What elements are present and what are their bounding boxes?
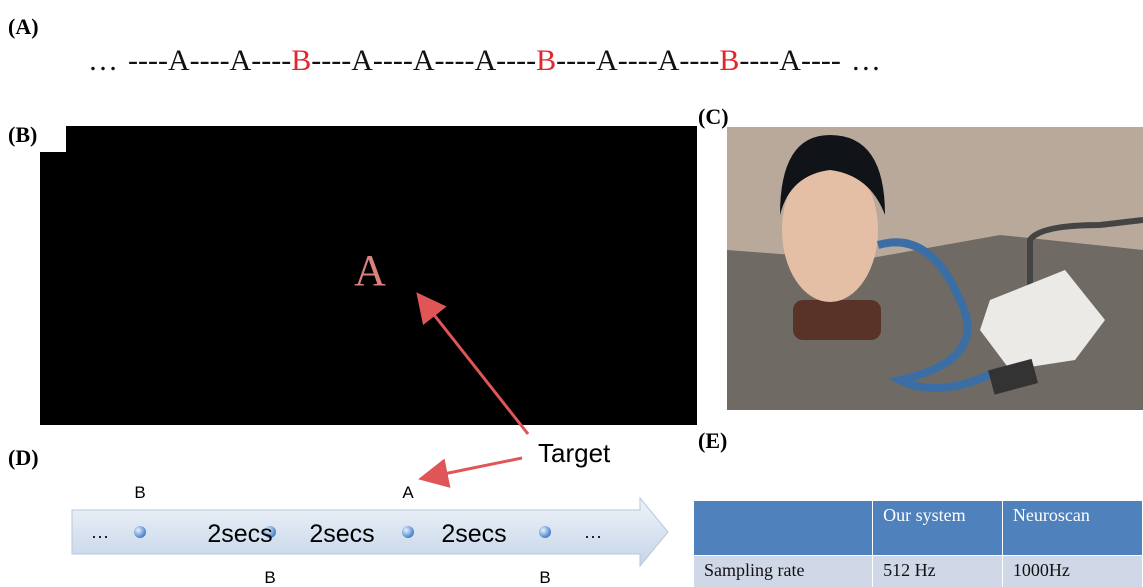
event-label: A bbox=[402, 483, 414, 502]
table-header: Neuroscan bbox=[1002, 501, 1142, 556]
annotation-text: Target bbox=[538, 438, 611, 468]
timeline-item: 2secs bbox=[309, 520, 374, 548]
sequence-segment: B bbox=[536, 44, 556, 77]
sequence-segment: ----A----A---- bbox=[128, 44, 291, 77]
sequence-segment: B bbox=[719, 44, 739, 77]
sequence-segment: ----A---- bbox=[739, 44, 841, 77]
sequence-segment: ----A----A---- bbox=[556, 44, 719, 77]
panel-label: (D) bbox=[8, 445, 39, 471]
annotation-arrow bbox=[424, 458, 522, 478]
figure-graphics: A Target ··· 2secs 2secs 2secs ··· B A B B bbox=[0, 0, 1143, 587]
event-label: B bbox=[134, 483, 145, 502]
timeline-item: ··· bbox=[584, 526, 602, 546]
panel-label: (C) bbox=[698, 104, 729, 130]
panel-label: (E) bbox=[698, 428, 727, 454]
eeg-photo bbox=[727, 127, 1143, 410]
figure: A Target ··· 2secs 2secs 2secs ··· B A B B (A) (… bbox=[0, 0, 1143, 587]
stimulus-sequence: …----A----A----B----A----A----A----B----… bbox=[78, 44, 891, 78]
table-corner bbox=[694, 501, 873, 556]
timeline-item: ··· bbox=[91, 526, 109, 546]
timeline-dot bbox=[539, 526, 551, 538]
timeline-item: 2secs bbox=[441, 520, 506, 548]
event-label: B bbox=[264, 568, 275, 587]
panel-label: (B) bbox=[8, 122, 37, 148]
table-cell: Sampling rate bbox=[694, 556, 873, 587]
table-cell: 512 Hz bbox=[873, 556, 1003, 587]
event-label: B bbox=[539, 568, 550, 587]
table-cell: 1000Hz bbox=[1002, 556, 1142, 587]
sequence-segment: B bbox=[291, 44, 311, 77]
timeline-dot bbox=[402, 526, 414, 538]
table-header: Our system bbox=[873, 501, 1003, 556]
stimulus-letter: A bbox=[354, 246, 386, 295]
timeline-dot bbox=[134, 526, 146, 538]
sequence-segment: ----A----A----A---- bbox=[311, 44, 536, 77]
ellipsis: … bbox=[851, 44, 881, 77]
timeline-item: 2secs bbox=[207, 520, 272, 548]
panel-label: (A) bbox=[8, 14, 39, 40]
ellipsis: … bbox=[88, 44, 118, 77]
